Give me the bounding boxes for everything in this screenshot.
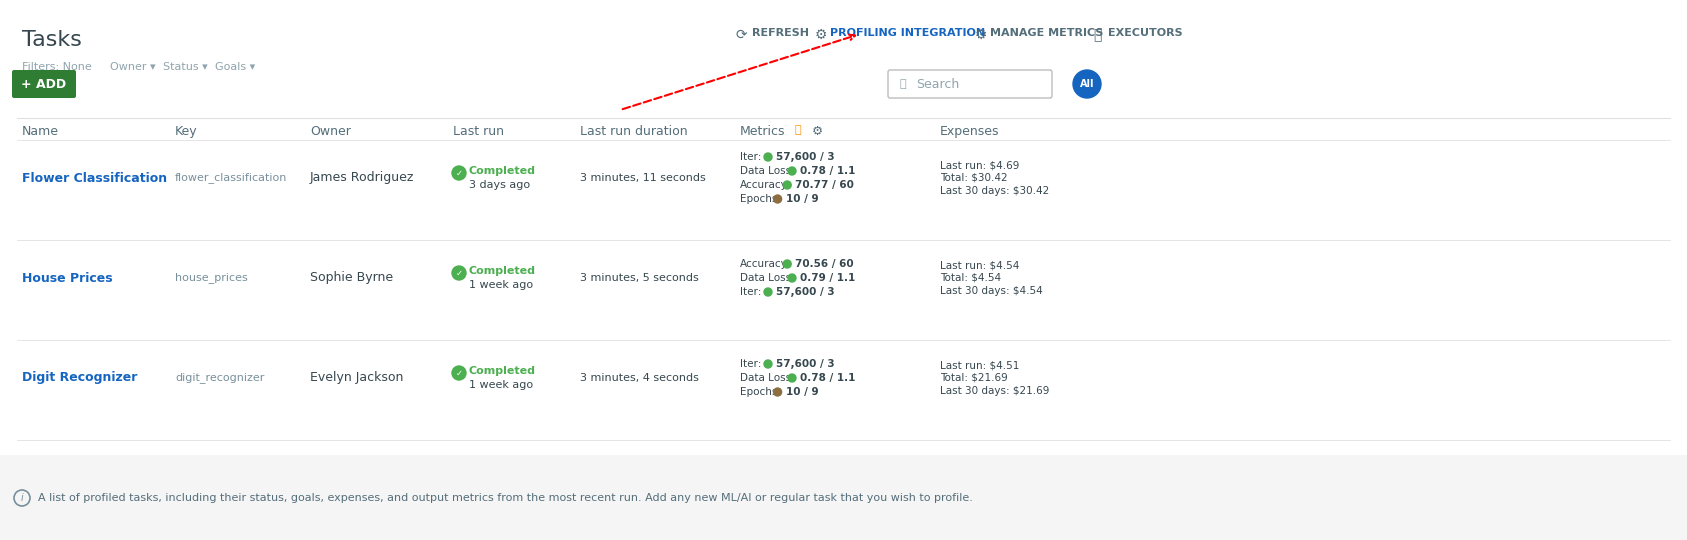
- Text: Tasks: Tasks: [22, 30, 83, 50]
- Circle shape: [764, 153, 773, 161]
- Text: Metrics: Metrics: [741, 125, 786, 138]
- Text: Data Loss:: Data Loss:: [741, 273, 795, 283]
- Text: 3 minutes, 5 seconds: 3 minutes, 5 seconds: [580, 273, 698, 283]
- Text: 10 / 9: 10 / 9: [786, 387, 818, 397]
- FancyBboxPatch shape: [0, 455, 1687, 540]
- Text: Last run: $4.54: Last run: $4.54: [940, 260, 1019, 270]
- Text: 57,600 / 3: 57,600 / 3: [776, 152, 835, 162]
- Text: digit_recognizer: digit_recognizer: [175, 373, 265, 383]
- Text: ⚙: ⚙: [975, 28, 987, 42]
- Text: ✓: ✓: [455, 268, 462, 278]
- Text: House Prices: House Prices: [22, 272, 113, 285]
- Circle shape: [452, 366, 466, 380]
- Text: Accuracy:: Accuracy:: [741, 180, 791, 190]
- Text: + ADD: + ADD: [22, 78, 66, 91]
- Text: Evelyn Jackson: Evelyn Jackson: [310, 372, 403, 384]
- Text: Filters: None: Filters: None: [22, 62, 91, 72]
- Text: A list of profiled tasks, including their status, goals, expenses, and output me: A list of profiled tasks, including thei…: [39, 493, 973, 503]
- Circle shape: [774, 388, 781, 396]
- Text: 3 minutes, 11 seconds: 3 minutes, 11 seconds: [580, 173, 705, 183]
- Circle shape: [788, 167, 796, 175]
- Circle shape: [788, 374, 796, 382]
- Text: Last 30 days: $30.42: Last 30 days: $30.42: [940, 186, 1049, 196]
- Text: Epochs:: Epochs:: [741, 194, 781, 204]
- Text: Last 30 days: $21.69: Last 30 days: $21.69: [940, 386, 1049, 396]
- Text: Completed: Completed: [469, 366, 536, 376]
- Text: i: i: [20, 493, 24, 503]
- Text: 70.77 / 60: 70.77 / 60: [795, 180, 854, 190]
- Text: 0.79 / 1.1: 0.79 / 1.1: [800, 273, 855, 283]
- Text: Owner: Owner: [310, 125, 351, 138]
- Circle shape: [783, 181, 791, 189]
- Text: Data Loss:: Data Loss:: [741, 166, 795, 176]
- Circle shape: [452, 266, 466, 280]
- Text: Last run duration: Last run duration: [580, 125, 688, 138]
- Text: Owner ▾: Owner ▾: [110, 62, 155, 72]
- Text: Accuracy:: Accuracy:: [741, 259, 791, 269]
- Text: Total: $30.42: Total: $30.42: [940, 173, 1007, 183]
- Text: Last 30 days: $4.54: Last 30 days: $4.54: [940, 286, 1043, 296]
- Text: 0.78 / 1.1: 0.78 / 1.1: [800, 373, 855, 383]
- FancyBboxPatch shape: [12, 70, 76, 98]
- Text: Goals ▾: Goals ▾: [214, 62, 255, 72]
- Text: Name: Name: [22, 125, 59, 138]
- Circle shape: [1073, 70, 1102, 98]
- Text: 1 week ago: 1 week ago: [469, 280, 533, 290]
- Text: Iter:: Iter:: [741, 152, 761, 162]
- Text: Sophie Byrne: Sophie Byrne: [310, 272, 393, 285]
- Text: All: All: [1080, 79, 1095, 89]
- Text: Total: $21.69: Total: $21.69: [940, 373, 1007, 383]
- Text: ⟳: ⟳: [736, 28, 747, 42]
- Text: ⦿: ⦿: [1093, 28, 1102, 42]
- Text: ⓘ: ⓘ: [795, 125, 801, 135]
- Text: Completed: Completed: [469, 266, 536, 276]
- Text: house_prices: house_prices: [175, 273, 248, 284]
- FancyBboxPatch shape: [887, 70, 1053, 98]
- Text: 70.56 / 60: 70.56 / 60: [795, 259, 854, 269]
- Text: ⚙: ⚙: [811, 125, 823, 138]
- Text: Expenses: Expenses: [940, 125, 999, 138]
- Circle shape: [783, 260, 791, 268]
- Text: Iter:: Iter:: [741, 359, 761, 369]
- Circle shape: [764, 360, 773, 368]
- Text: Epochs:: Epochs:: [741, 387, 781, 397]
- Text: PROFILING INTEGRATION: PROFILING INTEGRATION: [830, 28, 985, 38]
- Text: Last run: $4.69: Last run: $4.69: [940, 160, 1019, 170]
- Text: flower_classification: flower_classification: [175, 173, 287, 184]
- Text: ✓: ✓: [455, 168, 462, 178]
- Text: 57,600 / 3: 57,600 / 3: [776, 359, 835, 369]
- Text: Last run: $4.51: Last run: $4.51: [940, 360, 1019, 370]
- Text: 1 week ago: 1 week ago: [469, 380, 533, 390]
- Text: Key: Key: [175, 125, 197, 138]
- Text: 10 / 9: 10 / 9: [786, 194, 818, 204]
- Text: 57,600 / 3: 57,600 / 3: [776, 287, 835, 297]
- Text: EXECUTORS: EXECUTORS: [1108, 28, 1183, 38]
- Text: Completed: Completed: [469, 166, 536, 176]
- Text: James Rodriguez: James Rodriguez: [310, 172, 415, 185]
- Text: REFRESH: REFRESH: [752, 28, 810, 38]
- Text: Total: $4.54: Total: $4.54: [940, 273, 1000, 283]
- Text: 🔍: 🔍: [899, 79, 906, 89]
- Text: 0.78 / 1.1: 0.78 / 1.1: [800, 166, 855, 176]
- Circle shape: [774, 195, 781, 203]
- Text: ✓: ✓: [455, 368, 462, 377]
- Circle shape: [452, 166, 466, 180]
- Text: 3 minutes, 4 seconds: 3 minutes, 4 seconds: [580, 373, 698, 383]
- Text: Data Loss:: Data Loss:: [741, 373, 795, 383]
- Text: Digit Recognizer: Digit Recognizer: [22, 372, 137, 384]
- Text: Flower Classification: Flower Classification: [22, 172, 167, 185]
- Text: MANAGE METRICS: MANAGE METRICS: [990, 28, 1103, 38]
- Text: Iter:: Iter:: [741, 287, 761, 297]
- Circle shape: [788, 274, 796, 282]
- Text: 3 days ago: 3 days ago: [469, 180, 530, 190]
- Text: ⚙: ⚙: [815, 28, 828, 42]
- Text: Last run: Last run: [454, 125, 504, 138]
- Text: Search: Search: [916, 78, 960, 91]
- Circle shape: [764, 288, 773, 296]
- Text: Status ▾: Status ▾: [164, 62, 208, 72]
